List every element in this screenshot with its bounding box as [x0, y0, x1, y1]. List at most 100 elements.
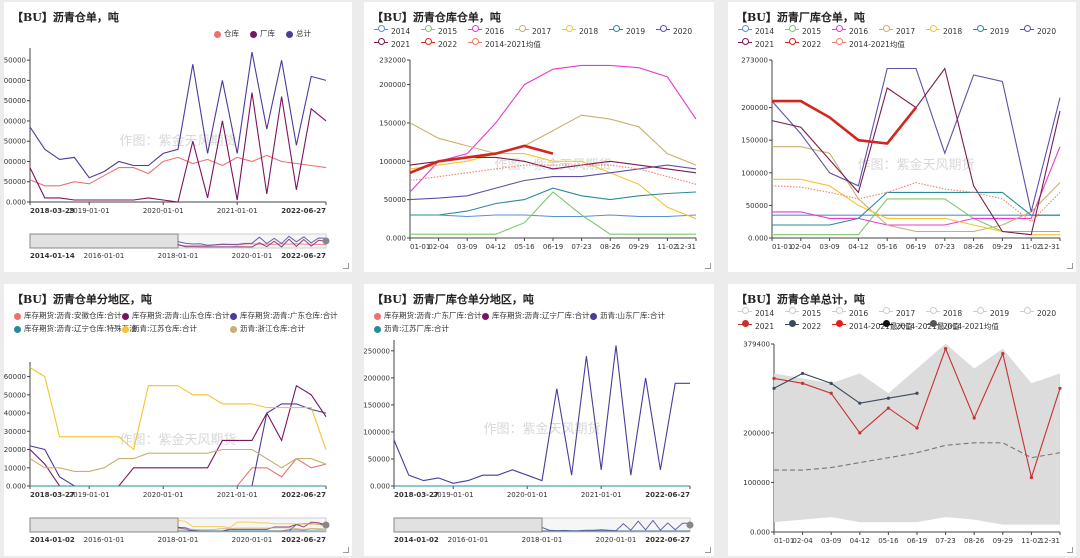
series-line[interactable] — [771, 67, 1061, 213]
zoom-slider-window[interactable] — [29, 233, 179, 249]
legend-item[interactable]: 总计 — [286, 28, 311, 40]
legend-label: 2015 — [802, 27, 822, 36]
series-line[interactable] — [771, 182, 1061, 223]
series-line[interactable] — [409, 114, 697, 166]
series-line[interactable] — [772, 178, 1060, 236]
legend-swatch — [656, 25, 670, 32]
legend-item[interactable]: 2020 — [656, 25, 692, 38]
series-line[interactable] — [410, 187, 697, 216]
resize-handle[interactable] — [1067, 263, 1073, 269]
legend-swatch — [230, 325, 237, 333]
series-line[interactable] — [771, 67, 1061, 236]
legend-item[interactable]: 2018 — [926, 25, 962, 38]
legend-item[interactable]: 库存期货:沥青:广东仓库:合计 — [230, 310, 338, 322]
zoom-slider-window[interactable] — [393, 517, 543, 533]
series-line[interactable] — [772, 191, 1060, 226]
legend-item[interactable]: 2017 — [879, 25, 915, 38]
legend-item[interactable]: 2019 — [609, 25, 645, 38]
legend-item[interactable]: 2014 — [374, 25, 410, 38]
series-line[interactable] — [29, 51, 327, 179]
series-line[interactable] — [774, 442, 1061, 471]
legend-label: 2021 — [755, 40, 775, 49]
series-line[interactable] — [29, 367, 327, 451]
legend-item[interactable]: 2020 — [1020, 25, 1056, 38]
zoom-slider-handle[interactable] — [322, 237, 330, 245]
series-line[interactable] — [410, 214, 697, 218]
series-line[interactable] — [409, 164, 697, 201]
legend-item[interactable]: 2022 — [785, 320, 821, 333]
x-tick-label: 03-09 — [819, 243, 839, 251]
legend-item[interactable]: 库存期货:沥青:广东厂库:合计 — [374, 310, 482, 322]
resize-handle[interactable] — [343, 263, 349, 269]
y-tick-label: 60000 — [4, 373, 26, 381]
legend-item[interactable]: 沥青:江苏厂库:合计 — [374, 323, 449, 335]
legend-swatch — [374, 312, 381, 320]
legend-item[interactable]: 库存期货:沥青:山东仓库:合计 — [122, 310, 230, 322]
legend-item[interactable]: 沥青:浙江仓库:合计 — [230, 323, 305, 335]
resize-handle[interactable] — [705, 547, 711, 553]
legend-item[interactable]: 2015 — [785, 307, 821, 320]
legend-item[interactable]: 2019 — [973, 307, 1009, 320]
legend-item[interactable]: 2014-2021最大值 — [832, 320, 912, 333]
legend-item[interactable]: 2015 — [421, 25, 457, 38]
legend-item[interactable]: 2014-2021均值 — [832, 38, 905, 51]
watermark: 作图：紫金天风期货 — [119, 432, 236, 448]
legend-item[interactable]: 库存期货:沥青:安徽仓库:合计 — [14, 310, 122, 322]
zoom-slider-window[interactable] — [29, 517, 179, 533]
series-point — [1058, 386, 1062, 390]
series-line[interactable] — [409, 64, 697, 193]
legend-item[interactable]: 2018 — [562, 25, 598, 38]
legend-item[interactable]: 2021 — [738, 38, 775, 51]
series-line[interactable] — [393, 345, 690, 484]
legend-item[interactable]: 2016 — [832, 25, 868, 38]
series-line[interactable] — [772, 146, 1061, 226]
legend-item[interactable]: 2016 — [468, 25, 504, 38]
legend-item[interactable]: 2017 — [879, 307, 915, 320]
series-line[interactable] — [30, 457, 327, 487]
legend-item[interactable]: 沥青:山东厂库:合计 — [590, 310, 665, 322]
legend-item[interactable]: 2021 — [738, 320, 774, 333]
series-line[interactable] — [29, 154, 327, 187]
legend-item[interactable]: 沥青:江苏仓库:合计 — [122, 323, 197, 335]
legend-swatch — [482, 312, 489, 320]
legend-item[interactable]: 2016 — [832, 307, 868, 320]
x-tick-label: 2022-06-27 — [645, 491, 690, 499]
legend-item[interactable]: 2019 — [973, 25, 1009, 38]
legend-item[interactable]: 库存期货:沥青:辽宁厂库:合计 — [482, 310, 590, 322]
x-tick-label: 06-19 — [907, 537, 927, 545]
series-line[interactable] — [772, 146, 1061, 233]
legend-item[interactable]: 2022 — [421, 38, 457, 51]
x-tick-label: 02-04 — [428, 243, 449, 251]
series-line[interactable] — [772, 99, 918, 145]
legend-item[interactable]: 2020 — [1020, 307, 1056, 320]
series-line[interactable] — [409, 144, 554, 175]
legend-swatch — [832, 25, 846, 32]
legend-item[interactable]: 2014 — [738, 25, 774, 38]
resize-handle[interactable] — [343, 547, 349, 553]
legend-item[interactable]: 库存期货:沥青:辽宁仓库:特殊石油 — [14, 323, 137, 335]
resize-handle[interactable] — [1067, 547, 1073, 553]
legend-item[interactable]: 2015 — [785, 25, 822, 38]
legend-item[interactable]: 厂库 — [250, 28, 275, 40]
legend-item[interactable]: 2022 — [785, 38, 821, 51]
zoom-slider-handle[interactable] — [322, 521, 330, 529]
series-line[interactable] — [29, 448, 327, 472]
x-tick-label: 11-02 — [1021, 537, 1041, 545]
zoom-slider-handle[interactable] — [686, 521, 694, 529]
legend-item[interactable]: 仓库 — [214, 28, 239, 40]
legend-item[interactable]: 2014 — [738, 307, 774, 320]
legend-item[interactable]: 2018 — [926, 307, 962, 320]
legend-item[interactable]: 2021 — [374, 38, 410, 51]
legend-item[interactable]: 2017 — [515, 25, 551, 38]
series-line[interactable] — [773, 372, 918, 404]
legend-item[interactable]: 2014-2021均值 — [468, 38, 541, 51]
y-tick-label: 100000 — [4, 158, 26, 166]
series-line[interactable] — [409, 153, 697, 220]
resize-handle[interactable] — [705, 263, 711, 269]
series-line[interactable] — [409, 164, 697, 185]
series-line[interactable] — [29, 92, 327, 203]
series-line[interactable] — [772, 198, 1060, 236]
legend-item[interactable]: 2014-2021均值 — [926, 320, 999, 333]
series-line[interactable] — [410, 191, 696, 235]
legend-item[interactable]: 2014-2021最小值 — [879, 320, 959, 333]
